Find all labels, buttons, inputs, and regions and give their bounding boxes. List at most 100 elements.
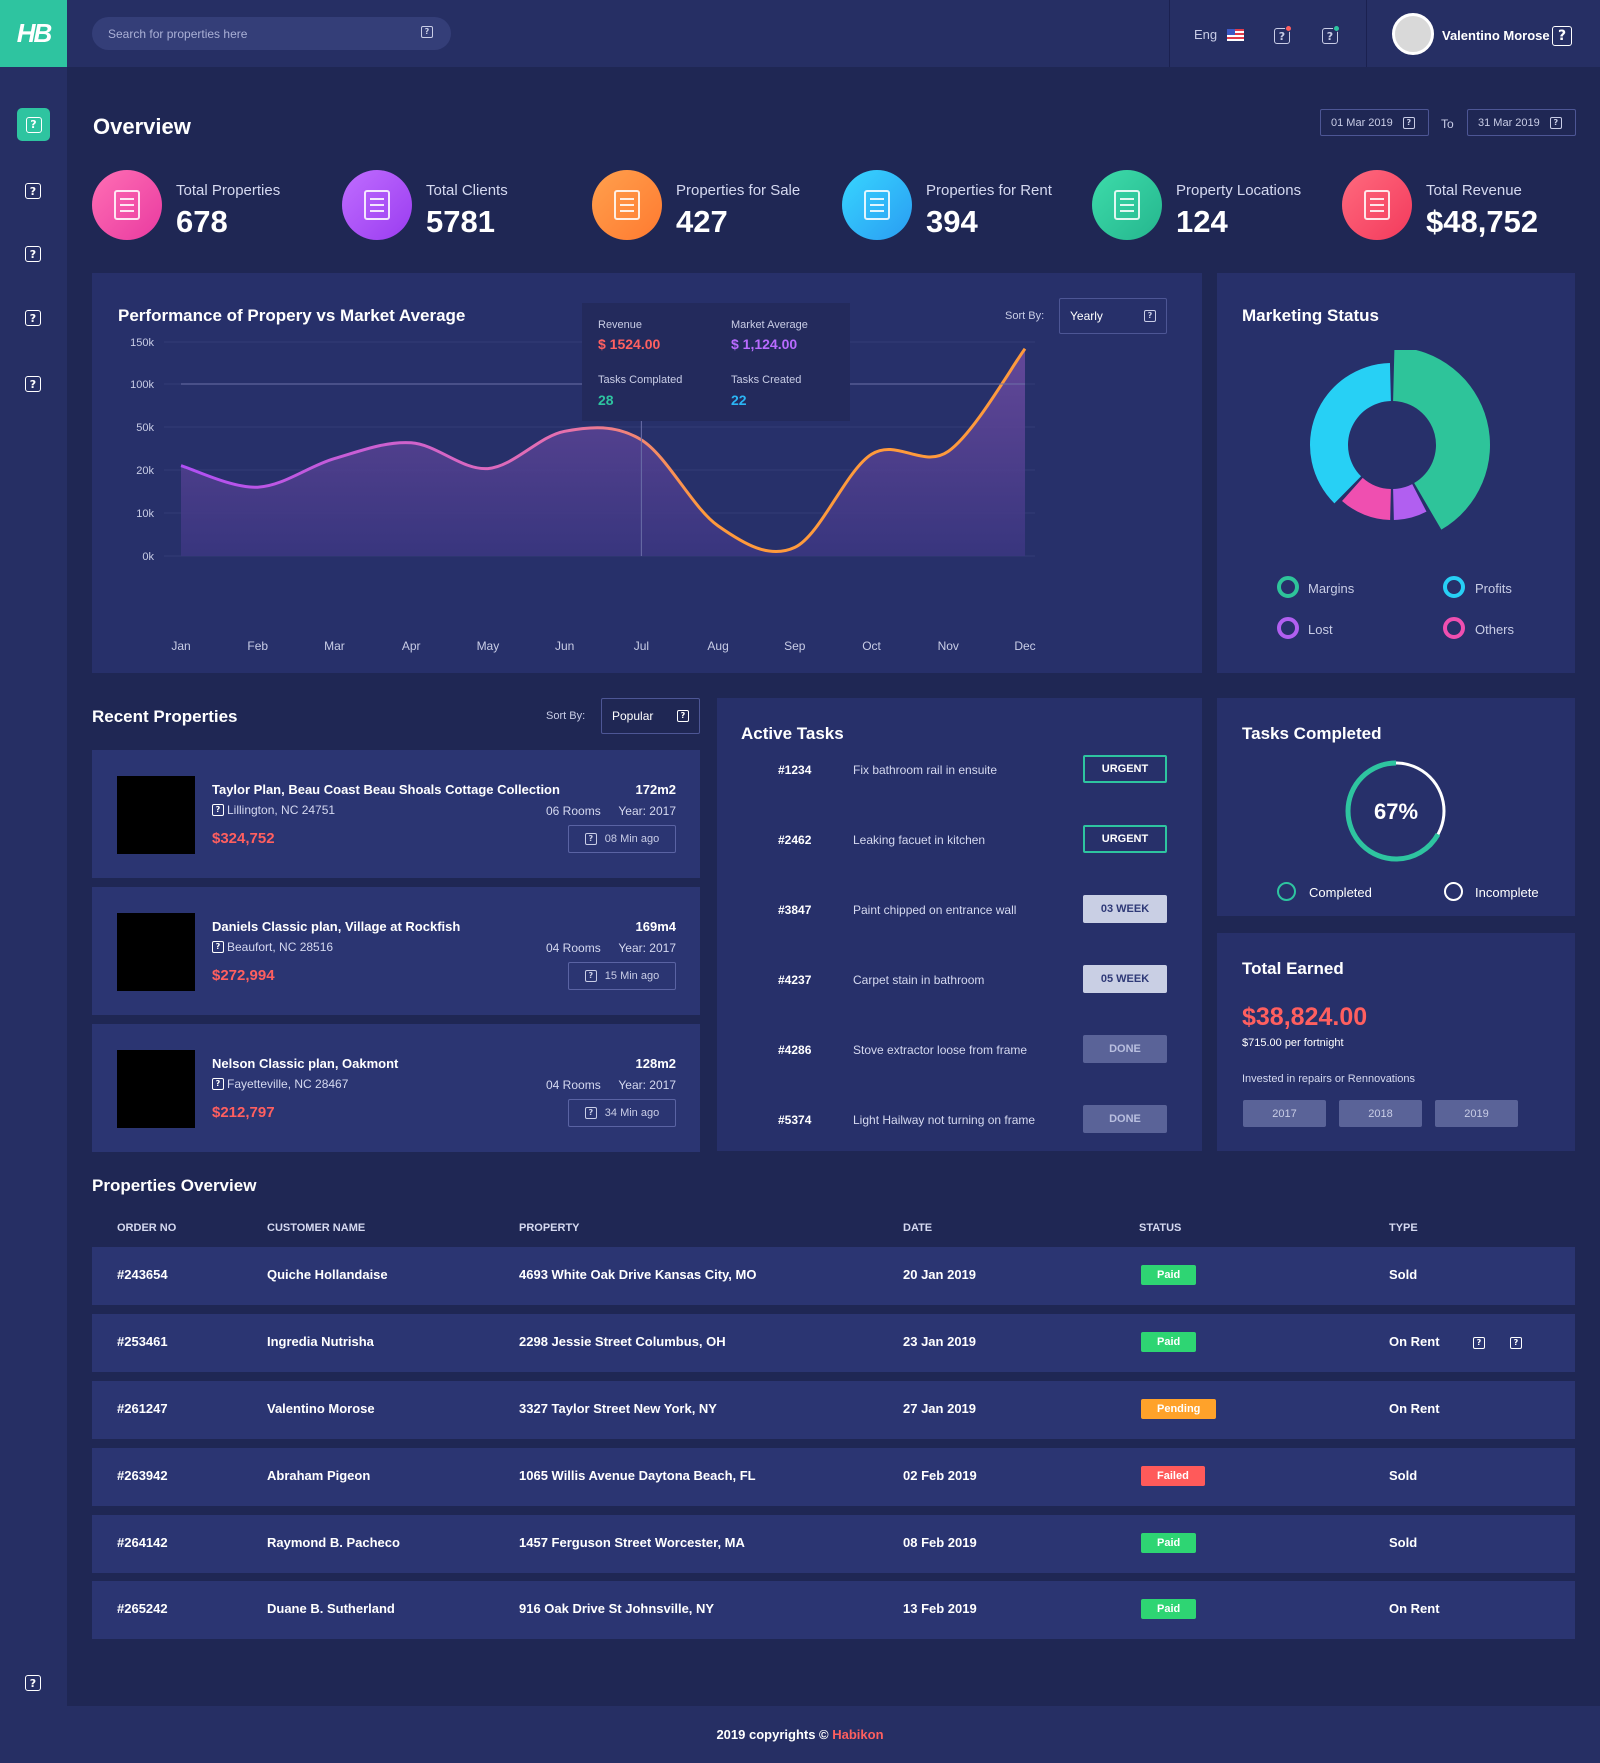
search-icon[interactable]: ? [421,26,433,38]
performance-sort-select[interactable]: Yearly ? [1059,298,1167,334]
task-status-badge[interactable]: 05 WEEK [1083,965,1167,993]
delete-icon[interactable]: ? [1510,1337,1522,1349]
avatar[interactable] [1392,13,1434,55]
time-ago-text: 34 Min ago [604,1107,660,1119]
table-row[interactable]: #253461 Ingredia Nutrisha 2298 Jessie St… [92,1314,1575,1372]
donut-slice-lost[interactable] [1393,484,1427,520]
stat-icon-circle [342,170,412,240]
tasks-completed-title: Tasks Completed [1242,724,1382,743]
task-status-badge[interactable]: 03 WEEK [1083,895,1167,923]
table-row[interactable]: #261247 Valentino Morose 3327 Taylor Str… [92,1381,1575,1439]
task-description[interactable]: Leaking facuet in kitchen [853,833,986,847]
property-image[interactable] [117,776,195,854]
edit-icon[interactable]: ? [1473,1337,1485,1349]
stat-total-revenue[interactable]: Total Revenue $48,752 [1342,170,1538,240]
year-button-2019[interactable]: 2019 [1435,1100,1518,1127]
sidebar-item-settings-icon[interactable]: ? [25,1675,41,1691]
task-description[interactable]: Stove extractor loose from frame [853,1043,1028,1057]
column-header-property[interactable]: PROPERTY [519,1222,580,1234]
property-image[interactable] [117,1050,195,1128]
user-menu-icon[interactable]: ? [1552,26,1572,46]
stat-label: Total Clients [426,182,508,199]
task-status-badge[interactable]: URGENT [1083,755,1167,783]
y-tick-label: 10k [136,508,154,520]
column-header-customer[interactable]: CUSTOMER NAME [267,1222,366,1234]
column-header-order[interactable]: ORDER NO [117,1222,177,1234]
donut-slice-margins[interactable] [1393,350,1490,530]
table-row[interactable]: #263942 Abraham Pigeon 1065 Willis Avenu… [92,1448,1575,1506]
location-text: Fayetteville, NC 28467 [227,1077,349,1091]
stat-properties-for-sale[interactable]: Properties for Sale 427 [592,170,800,240]
task-status-badge[interactable]: DONE [1083,1035,1167,1063]
task-status-badge[interactable]: URGENT [1083,825,1167,853]
column-header-date[interactable]: DATE [903,1222,933,1234]
property-card[interactable]: Daniels Classic plan, Village at Rockfis… [92,887,700,1015]
sidebar-item-calendar-icon[interactable]: ? [25,376,41,392]
column-header-type[interactable]: TYPE [1389,1222,1418,1234]
sidebar-item-reports-icon[interactable]: ? [25,310,41,326]
task-description[interactable]: Paint chipped on entrance wall [853,903,1017,917]
notification-icon[interactable]: ? [1274,28,1290,44]
cell-type: On Rent [1389,1401,1440,1416]
property-image[interactable] [117,913,195,991]
cell-customer: Abraham Pigeon [267,1468,371,1483]
chevron-down-icon: ? [1144,310,1156,322]
task-status-badge[interactable]: DONE [1083,1105,1167,1133]
property-card[interactable]: Taylor Plan, Beau Coast Beau Shoals Cott… [92,750,700,878]
date-from-picker[interactable]: 01 Mar 2019 ? [1320,109,1429,136]
status-badge: Paid [1141,1265,1197,1285]
properties-overview-title: Properties Overview [92,1176,257,1195]
message-icon[interactable]: ? [1322,28,1338,44]
stat-label: Total Properties [176,182,281,199]
legend-label-completed: Completed [1309,885,1372,900]
donut-slice-others[interactable] [1342,477,1391,520]
user-name[interactable]: Valentino Morose [1442,28,1550,43]
y-tick-label: 100k [130,379,154,391]
sidebar-item-properties-icon[interactable]: ? [25,183,41,199]
property-name[interactable]: Nelson Classic plan, Oakmont [212,1056,399,1071]
year-button-2017[interactable]: 2017 [1243,1100,1326,1127]
task-id: #2462 [778,833,812,847]
sidebar-item-clients-icon[interactable]: ? [25,246,41,262]
recent-sort-select[interactable]: Popular ? [601,698,700,734]
stat-total-properties[interactable]: Total Properties 678 [92,170,280,240]
cell-type: Sold [1389,1535,1418,1550]
y-tick-label: 0k [142,551,154,563]
property-location: ? Beaufort, NC 28516 [212,940,333,954]
sidebar-item-dashboard[interactable]: ? [17,108,50,141]
brand-link[interactable]: Habikon [832,1727,884,1742]
year-button-2018[interactable]: 2018 [1339,1100,1422,1127]
x-tick-label: Jul [634,639,649,653]
task-description[interactable]: Fix bathroom rail in ensuite [853,763,998,777]
stat-label: Total Revenue [1426,182,1522,199]
column-header-status[interactable]: STATUS [1139,1222,1182,1234]
search-input[interactable] [108,17,408,50]
legend-dot-others [1443,617,1465,639]
us-flag-icon[interactable] [1227,29,1244,41]
property-name[interactable]: Taylor Plan, Beau Coast Beau Shoals Cott… [212,782,560,797]
stat-properties-for-rent[interactable]: Properties for Rent 394 [842,170,1052,240]
document-icon [364,190,390,220]
language-selector[interactable]: Eng [1194,27,1218,42]
property-time-ago: ? 08 Min ago [568,825,676,853]
table-row[interactable]: #264142 Raymond B. Pacheco 1457 Ferguson… [92,1515,1575,1573]
stat-total-clients[interactable]: Total Clients 5781 [342,170,508,240]
search-bar[interactable]: ? [92,17,451,50]
notification-dot [1285,25,1292,32]
task-description[interactable]: Carpet stain in bathroom [853,973,985,987]
stat-property-locations[interactable]: Property Locations 124 [1092,170,1301,240]
property-area: 169m4 [635,919,676,934]
chart-tooltip: Revenue $ 1524.00 Market Average $ 1,124… [582,303,850,421]
tooltip-tasks-created-value: 22 [731,392,747,408]
app-logo[interactable]: HB [0,0,67,67]
property-name[interactable]: Daniels Classic plan, Village at Rockfis… [212,919,461,934]
location-text: Lillington, NC 24751 [227,803,336,817]
task-description[interactable]: Light Hailway not turning on frame [853,1113,1036,1127]
tasks-completed-ring [1345,760,1447,862]
property-card[interactable]: Nelson Classic plan, Oakmont ? Fayettevil… [92,1024,700,1152]
stat-label: Property Locations [1176,182,1302,199]
table-row[interactable]: #265242 Duane B. Sutherland 916 Oak Driv… [92,1581,1575,1639]
date-to-picker[interactable]: 31 Mar 2019 ? [1467,109,1576,136]
table-row[interactable]: #243654 Quiche Hollandaise 4693 White Oa… [92,1247,1575,1305]
donut-slice-profits[interactable] [1310,363,1391,504]
